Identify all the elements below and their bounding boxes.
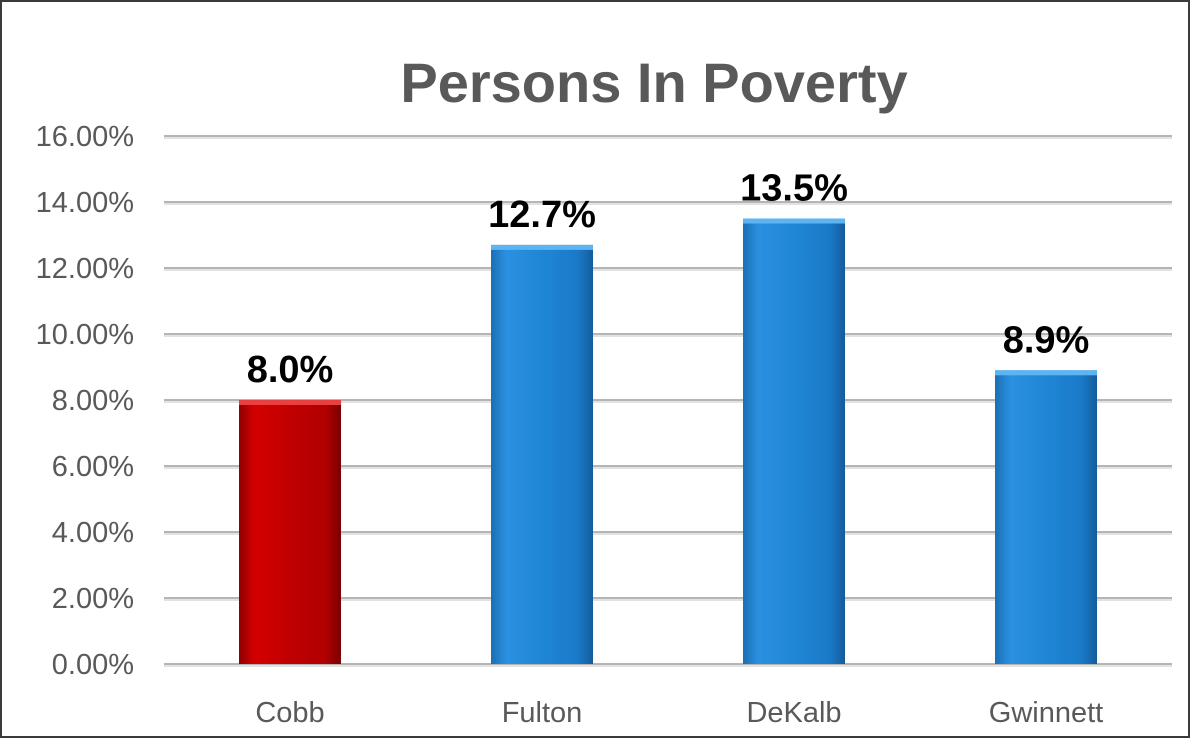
y-tick-label: 2.00% bbox=[52, 583, 134, 615]
bar-top-bevel bbox=[743, 218, 845, 224]
x-category-label: DeKalb bbox=[746, 697, 841, 729]
y-tick-label: 12.00% bbox=[36, 253, 134, 285]
y-tick-label: 14.00% bbox=[36, 187, 134, 219]
y-tick-label: 0.00% bbox=[52, 649, 134, 681]
y-tick-label: 10.00% bbox=[36, 319, 134, 351]
bar-top-bevel bbox=[491, 244, 593, 250]
bar-fulton bbox=[491, 244, 593, 664]
x-category-label: Fulton bbox=[502, 697, 583, 729]
bar-gwinnett bbox=[995, 370, 1097, 664]
y-axis-ticks: 0.00% 2.00% 4.00% 6.00% 8.00% 10.00% 12.00% 14.… bbox=[36, 121, 134, 681]
bars bbox=[239, 218, 1097, 664]
y-tick-label: 16.00% bbox=[36, 121, 134, 153]
bar-top-bevel bbox=[239, 400, 341, 405]
bar-dekalb bbox=[743, 218, 845, 664]
x-axis-categories: Cobb Fulton DeKalb Gwinnett bbox=[255, 697, 1103, 729]
data-labels: 8.0% 12.7% 13.5% 8.9% bbox=[247, 168, 1090, 392]
bar-top-bevel bbox=[995, 370, 1097, 376]
data-label: 8.9% bbox=[1003, 319, 1090, 361]
x-category-label: Gwinnett bbox=[989, 697, 1103, 729]
x-category-label: Cobb bbox=[255, 697, 324, 729]
y-tick-label: 6.00% bbox=[52, 451, 134, 483]
data-label: 8.0% bbox=[247, 349, 334, 391]
data-label: 13.5% bbox=[740, 168, 848, 210]
data-label: 12.7% bbox=[488, 194, 596, 236]
bar-cobb bbox=[239, 400, 341, 664]
chart-title: Persons In Poverty bbox=[400, 51, 907, 114]
y-tick-label: 4.00% bbox=[52, 517, 134, 549]
y-tick-label: 8.00% bbox=[52, 385, 134, 417]
